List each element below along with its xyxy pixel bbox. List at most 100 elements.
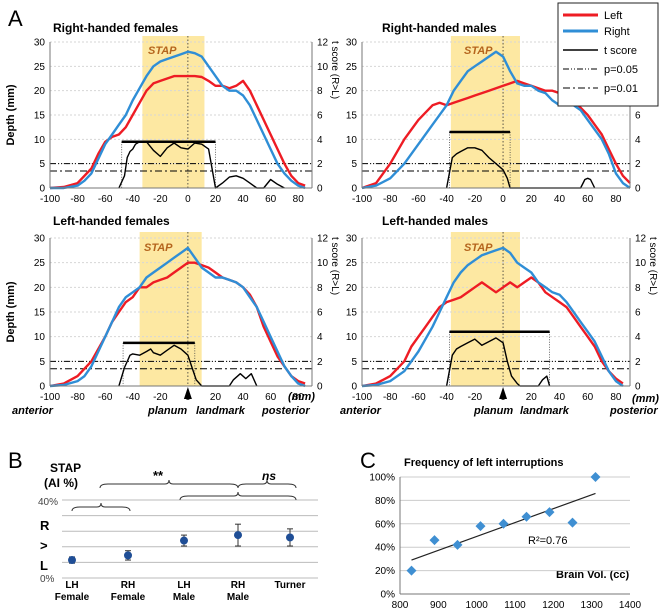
bracket-sig-right [237,479,297,489]
t-tick-label: 6 [635,308,641,319]
x-tick-label: -80 [383,392,398,403]
series-right-line [50,50,306,190]
scatter-point [590,472,601,482]
t-tick-label: 2 [635,159,641,170]
depth-tick-label: 30 [346,234,358,245]
legend-p05-label: p=0.05 [604,64,638,76]
t-tick-label: 0 [635,382,641,393]
depth-tick-label: 15 [34,111,46,122]
t-axis-title: t score (R>L) [647,237,658,295]
panel-label-a: A [8,6,23,31]
x-tick-label: 40 [237,392,249,403]
x-tick-label: 20 [526,392,538,403]
depth-tick-label: 0 [39,184,45,195]
depth-tick-label: 5 [39,357,45,368]
t-tick-label: 0 [317,184,323,195]
x-tick-label: 0 [500,194,506,205]
posterior-label-left: posterior [261,405,310,417]
mean-point [286,533,294,542]
mm-label-right: (mm) [632,393,659,405]
panel-b-letter-gt: > [40,538,48,553]
t-tick-label: 12 [635,234,647,245]
depth-tick-label: 10 [346,135,358,146]
panel-b-letter-l: L [40,558,48,573]
x-tick-label: -20 [153,392,168,403]
t-tick-label: 0 [635,184,641,195]
landmark-label-right: landmark [520,405,570,417]
depth-tick-label: 25 [34,62,46,73]
x-tick-label: -40 [126,194,141,205]
panel-c-x-tick: 900 [430,600,447,611]
depth-tick-label: 0 [39,382,45,393]
mean-point [180,536,188,545]
panel-b-sig-left: ** [153,468,164,483]
panel-c-x-tick: 1000 [466,600,489,611]
panel-c-x-tick: 1400 [619,600,642,611]
depth-axis-title: Depth (mm) [5,281,17,342]
x-tick-label: -40 [439,194,454,205]
series-left-line [361,276,624,388]
x-tick-label: -80 [383,194,398,205]
depth-tick-label: 20 [346,86,358,97]
scatter-point [544,507,555,518]
panel-b-cat-2-l1: RH [121,580,135,591]
scatter-point [498,518,509,529]
x-tick-label: -40 [439,392,454,403]
scatter-point [567,517,578,528]
t-tick-label: 10 [317,258,329,269]
depth-tick-label: 15 [346,308,358,319]
x-tick-label: 20 [526,194,538,205]
x-tick-label: 20 [210,194,222,205]
t-tick-label: 8 [317,283,323,294]
panel-b-cat-3-l2: Male [173,592,196,603]
depth-tick-label: 5 [351,357,357,368]
depth-tick-label: 0 [351,382,357,393]
depth-axis-title: Depth (mm) [5,84,17,145]
t-tick-label: 2 [317,159,323,170]
depth-tick-label: 5 [39,159,45,170]
landmark-marker [183,387,192,399]
x-tick-label: -100 [40,392,60,403]
panel-c-y-tick: 80% [375,496,395,507]
panel-c-y-tick: 20% [375,566,395,577]
subplot-left-handed-males: 051015202530246810120-100-80-60-40-20020… [346,214,658,403]
scatter-point [475,521,486,532]
x-tick-label: 60 [582,392,594,403]
panel-c-title: Frequency of left interruptions [404,457,564,469]
series-right-line [49,246,306,388]
depth-tick-label: 30 [34,234,46,245]
landmark-label-left: landmark [196,405,246,417]
panel-c-x-tick: 1200 [542,600,565,611]
legend-left-label: Left [604,10,622,22]
subplot-left-handed-females: 051015202530246810120-100-80-60-40-20020… [5,214,340,403]
stap-label: STAP [144,242,173,254]
landmark-marker [499,387,508,399]
panel-b-tick-40: 40% [38,497,58,508]
x-tick-label: -100 [352,194,372,205]
depth-tick-label: 10 [346,332,358,343]
depth-tick-label: 10 [34,135,46,146]
panel-b-cat-4-l2: Male [227,592,250,603]
panel-b-title-line1: STAP [50,461,81,475]
x-tick-label: 0 [185,194,191,205]
planum-label-right: planum [473,405,513,417]
x-tick-label: 40 [554,194,566,205]
panel-c-y-tick: 100% [369,473,395,484]
stap-band [142,36,205,188]
x-tick-label: -60 [411,194,426,205]
stap-band [450,232,520,386]
anterior-label-left: anterior [12,405,54,417]
scatter-point [429,535,440,546]
t-tick-label: 12 [317,234,329,245]
x-tick-label: -100 [40,194,60,205]
x-tick-label: -60 [411,392,426,403]
x-tick-label: 40 [237,194,249,205]
panel-c-y-tick: 60% [375,519,395,530]
t-tick-label: 8 [317,86,323,97]
mm-label-left: (mm) [288,391,315,403]
mean-point [68,556,76,565]
panel-b-cat-2-l2: Female [111,592,146,603]
planum-label-left: planum [147,405,187,417]
panel-c-x-tick: 800 [392,600,409,611]
